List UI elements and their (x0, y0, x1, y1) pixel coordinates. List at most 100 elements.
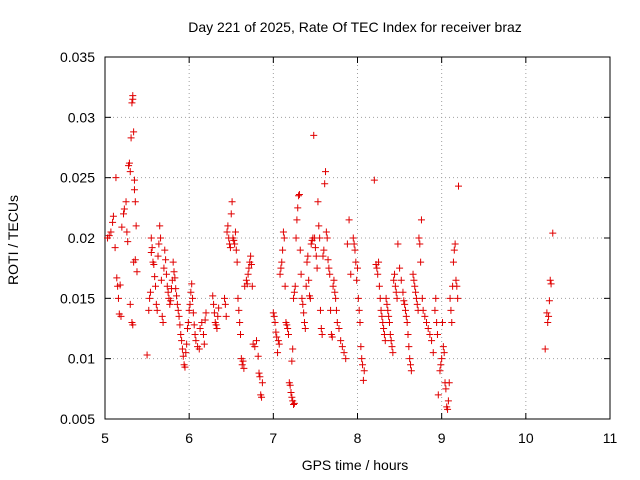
data-point (186, 300, 194, 308)
data-point (392, 288, 400, 296)
data-point (405, 343, 413, 351)
data-point (128, 99, 136, 107)
data-point (378, 312, 386, 320)
data-point (288, 393, 296, 401)
data-point (185, 306, 193, 314)
data-point (179, 352, 187, 360)
data-point (410, 276, 418, 284)
data-point (223, 228, 231, 236)
data-point (151, 273, 159, 281)
data-point (412, 288, 420, 296)
data-point (247, 252, 255, 260)
data-point (439, 343, 447, 351)
data-point (393, 294, 401, 302)
data-point (302, 282, 310, 290)
data-point (415, 234, 423, 242)
data-point (295, 192, 303, 200)
data-point (212, 321, 220, 329)
data-point (386, 331, 394, 339)
data-point (286, 381, 294, 389)
y-tick-label: 0.02 (68, 230, 95, 246)
data-point (109, 212, 117, 220)
data-point (390, 276, 398, 284)
data-point (231, 240, 239, 248)
data-point (201, 316, 209, 324)
data-point (332, 294, 340, 302)
data-point (200, 340, 208, 348)
data-point (310, 131, 318, 139)
x-tick-label: 10 (518, 430, 534, 446)
y-tick-label: 0.035 (60, 49, 95, 65)
data-point (155, 240, 163, 248)
data-point (255, 369, 263, 377)
data-point (133, 268, 141, 276)
data-point (120, 205, 128, 213)
data-point (543, 309, 551, 317)
data-point (406, 355, 414, 363)
data-point (238, 361, 246, 369)
data-point (303, 258, 311, 266)
data-point (329, 282, 337, 290)
data-point (438, 355, 446, 363)
y-tick-label: 0.005 (60, 411, 95, 427)
data-point (192, 337, 200, 345)
data-point (270, 312, 278, 320)
data-point (324, 256, 332, 264)
data-point (256, 373, 264, 381)
x-axis-label: GPS time / hours (302, 457, 409, 473)
data-point (444, 397, 452, 405)
data-point (347, 270, 355, 278)
data-point (177, 331, 185, 339)
data-point (407, 367, 415, 375)
data-point (313, 264, 321, 272)
data-point (131, 198, 139, 206)
data-point (162, 270, 170, 278)
data-point (333, 318, 341, 326)
data-point (350, 240, 358, 248)
data-point (297, 270, 305, 278)
data-point (114, 294, 122, 302)
data-point (248, 282, 256, 290)
data-point (400, 297, 408, 305)
data-point (305, 276, 313, 284)
data-point (453, 282, 461, 290)
data-point (448, 318, 456, 326)
data-point (188, 280, 196, 288)
data-point (126, 300, 134, 308)
data-point (439, 318, 447, 326)
data-point (254, 352, 262, 360)
data-point (314, 198, 322, 206)
data-point (154, 252, 162, 260)
data-point (239, 357, 247, 365)
data-point (385, 318, 393, 326)
data-point (404, 331, 412, 339)
data-point (293, 216, 301, 224)
data-point (451, 240, 459, 248)
data-point (147, 234, 155, 242)
y-tick-label: 0.015 (60, 290, 95, 306)
data-point (330, 276, 338, 284)
data-point (152, 300, 160, 308)
data-point (417, 216, 425, 224)
data-point (546, 276, 554, 284)
data-point (233, 258, 241, 266)
data-point (288, 357, 296, 365)
data-point (150, 261, 158, 269)
data-point (290, 401, 298, 409)
data-point (387, 337, 395, 345)
data-point (221, 300, 229, 308)
data-point (296, 246, 304, 254)
data-point (401, 306, 409, 314)
data-point (433, 318, 441, 326)
data-point (411, 282, 419, 290)
data-point (275, 340, 283, 348)
data-point (433, 331, 441, 339)
data-point (380, 331, 388, 339)
data-point (397, 276, 405, 284)
data-point (455, 182, 462, 190)
data-point (322, 168, 330, 176)
data-point (428, 337, 436, 345)
data-point (122, 198, 130, 206)
data-point (356, 318, 364, 326)
data-point (374, 270, 382, 278)
